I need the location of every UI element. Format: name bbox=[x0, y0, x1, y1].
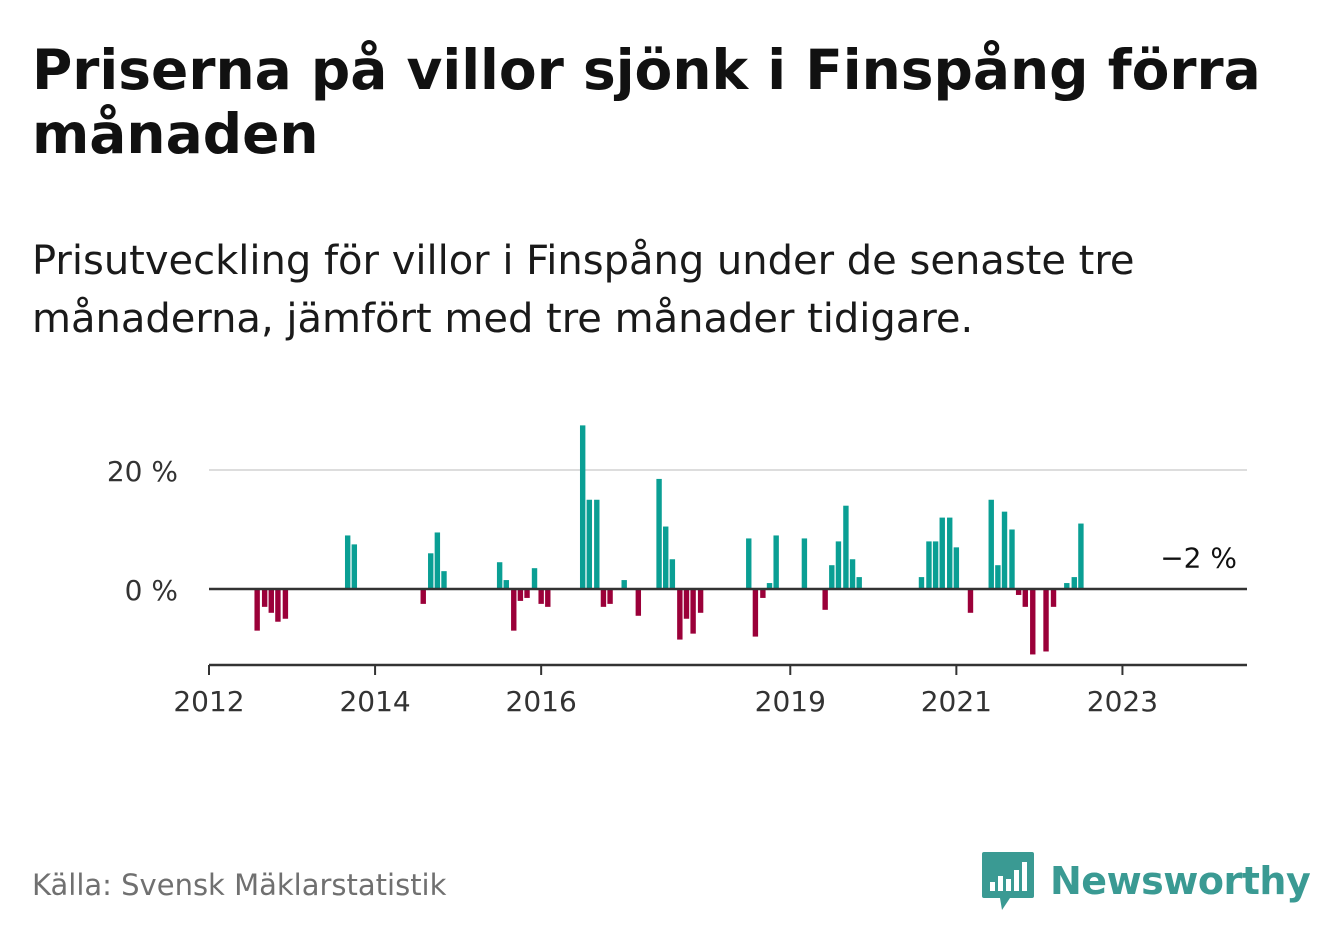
bar bbox=[752, 589, 759, 637]
bar bbox=[988, 499, 994, 589]
bar bbox=[697, 589, 704, 613]
bar bbox=[746, 538, 752, 590]
bar bbox=[344, 535, 351, 589]
bar bbox=[579, 425, 586, 590]
bar bbox=[351, 544, 358, 590]
y-tick-label: 0 % bbox=[125, 574, 178, 607]
bar bbox=[275, 589, 281, 622]
bar bbox=[995, 565, 1001, 589]
bar bbox=[254, 589, 260, 631]
bar bbox=[829, 565, 835, 589]
bar bbox=[926, 541, 932, 589]
bar bbox=[843, 505, 849, 589]
bar bbox=[420, 589, 426, 604]
bar bbox=[663, 526, 669, 590]
bar bbox=[503, 580, 509, 589]
brand-name: Newsworthy bbox=[1050, 859, 1311, 903]
bar bbox=[594, 499, 600, 589]
bar bbox=[932, 541, 939, 589]
bar bbox=[524, 589, 530, 598]
bar bbox=[496, 562, 503, 589]
bar bbox=[538, 589, 544, 604]
last-value-label: −2 % bbox=[1160, 542, 1237, 575]
newsworthy-logo[interactable]: Newsworthy bbox=[980, 850, 1311, 912]
bar bbox=[822, 589, 828, 610]
bar bbox=[656, 478, 662, 589]
x-tick-label: 2014 bbox=[339, 685, 410, 718]
bar bbox=[1050, 589, 1057, 607]
x-tick-label: 2019 bbox=[755, 685, 826, 718]
x-tick-label: 2016 bbox=[506, 685, 577, 718]
bar bbox=[835, 541, 842, 589]
y-tick-label: 20 % bbox=[107, 455, 178, 488]
bar bbox=[683, 589, 690, 619]
bar bbox=[760, 589, 766, 598]
bar bbox=[586, 499, 593, 589]
bar bbox=[967, 589, 974, 613]
bar bbox=[1022, 589, 1028, 607]
bar bbox=[690, 589, 696, 634]
source-note: Källa: Svensk Mäklarstatistik bbox=[32, 868, 447, 902]
axes bbox=[208, 587, 1247, 675]
bar bbox=[918, 577, 925, 589]
bar bbox=[517, 589, 524, 601]
logo-icon bbox=[982, 852, 1034, 910]
bar bbox=[773, 535, 779, 589]
bar bbox=[766, 583, 773, 589]
x-tick-label: 2023 bbox=[1087, 685, 1158, 718]
bar bbox=[1071, 577, 1077, 589]
chart-title: Priserna på villor sjönk i Finspång förr… bbox=[32, 38, 1261, 166]
bar bbox=[953, 547, 960, 589]
bar bbox=[531, 568, 538, 589]
bar bbox=[947, 517, 953, 589]
bar bbox=[282, 589, 289, 619]
bar bbox=[1009, 529, 1015, 589]
bar bbox=[441, 571, 447, 589]
bar bbox=[511, 589, 517, 631]
bar bbox=[801, 538, 808, 590]
bar bbox=[268, 589, 274, 613]
x-tick-label: 2021 bbox=[921, 685, 992, 718]
bar bbox=[1001, 511, 1008, 589]
bar bbox=[1015, 589, 1022, 595]
bar-chart: 0 % 20 % 2012 2014 2016 2019 2021 2023 −2 % bbox=[107, 425, 1247, 718]
bar bbox=[600, 589, 607, 607]
bar bbox=[607, 589, 613, 604]
x-tick-label: 2012 bbox=[173, 685, 244, 718]
chart-subtitle: Prisutveckling för villor i Finspång und… bbox=[32, 238, 1135, 342]
bar bbox=[428, 553, 434, 589]
bar bbox=[1064, 583, 1070, 589]
bar bbox=[635, 589, 642, 616]
bar bbox=[1078, 523, 1084, 589]
bar bbox=[677, 589, 683, 640]
bar bbox=[1030, 589, 1036, 655]
bar bbox=[1043, 589, 1049, 652]
bar bbox=[849, 559, 856, 589]
bar bbox=[856, 577, 862, 589]
bar bbox=[434, 532, 441, 589]
bar bbox=[261, 589, 268, 607]
bar bbox=[669, 559, 676, 589]
bars bbox=[254, 425, 1084, 655]
bar bbox=[621, 580, 627, 589]
bar bbox=[939, 517, 945, 589]
bar bbox=[545, 589, 551, 607]
labels: 0 % 20 % 2012 2014 2016 2019 2021 2023 −2 % bbox=[107, 455, 1237, 718]
